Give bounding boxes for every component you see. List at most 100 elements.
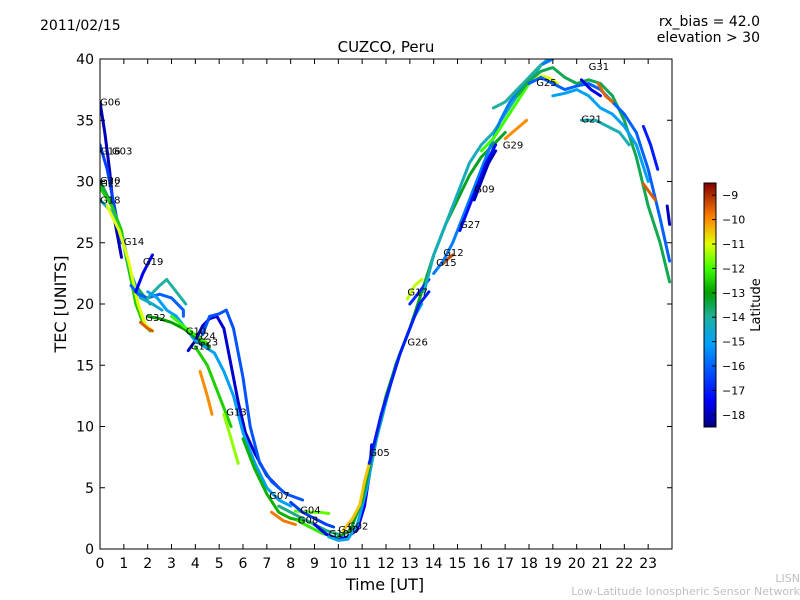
tec-track xyxy=(139,320,154,333)
tec-track xyxy=(579,78,602,98)
tec-track xyxy=(641,182,657,202)
prn-label: G25 xyxy=(536,78,556,89)
tec-track xyxy=(441,253,455,266)
x-tick-label: 4 xyxy=(191,556,200,572)
y-tick-label: 40 xyxy=(76,52,94,68)
prn-label: G29 xyxy=(503,140,523,151)
x-tick-label: 13 xyxy=(401,556,419,572)
tec-track xyxy=(579,118,631,147)
prn-label: G13 xyxy=(226,408,246,419)
x-tick-label: 17 xyxy=(496,556,514,572)
tec-track xyxy=(665,204,672,226)
x-tick-label: 14 xyxy=(425,556,443,572)
colorbar-tick-label: −17 xyxy=(722,384,745,397)
colorbar-tick-label: −16 xyxy=(722,360,745,373)
tec-track xyxy=(405,278,424,301)
x-tick-label: 11 xyxy=(353,556,371,572)
tec-track xyxy=(596,82,614,104)
x-tick-label: 22 xyxy=(615,556,633,572)
x-tick-label: 12 xyxy=(377,556,395,572)
footer: LISN Low-Latitude Ionospheric Sensor Net… xyxy=(571,572,800,598)
tec-track xyxy=(241,437,305,523)
prn-label: G22 xyxy=(100,178,120,189)
x-tick-label: 7 xyxy=(262,556,271,572)
x-tick-label: 9 xyxy=(310,556,319,572)
tec-track xyxy=(170,314,209,345)
x-tick-label: 23 xyxy=(639,556,657,572)
prn-label: G21 xyxy=(581,115,601,126)
x-tick-label: 19 xyxy=(544,556,562,572)
x-axis-label: Time [UT] xyxy=(345,575,424,594)
prn-label: G05 xyxy=(369,448,389,459)
tec-track xyxy=(198,369,214,416)
prn-label: G18 xyxy=(100,196,120,207)
tec-track xyxy=(270,510,297,526)
date-label: 2011/02/15 xyxy=(40,18,121,34)
x-tick-label: 16 xyxy=(472,556,490,572)
tec-track xyxy=(201,308,305,502)
colorbar-ticks: −9 −10 −11 −12 −13 −14 −15 −16 −17 −18 xyxy=(712,189,745,422)
prn-label: G16 xyxy=(100,147,120,158)
x-tick-label: 1 xyxy=(119,556,128,572)
tec-track xyxy=(458,143,498,232)
tec-track xyxy=(289,500,336,529)
x-tick-label: 8 xyxy=(286,556,295,572)
tec-track xyxy=(193,339,293,508)
prn-label: G09 xyxy=(474,185,494,196)
colorbar-label: Latitude xyxy=(749,278,764,332)
prn-label: G17 xyxy=(407,287,427,298)
tec-track xyxy=(146,278,188,306)
tec-track xyxy=(641,124,660,171)
prn-label: G03 xyxy=(112,147,132,158)
prn-label: G14 xyxy=(124,237,144,248)
colorbar-tick-label: −11 xyxy=(722,238,745,251)
prn-label: G06 xyxy=(100,98,120,109)
tec-track xyxy=(551,88,650,183)
prn-label: G07 xyxy=(269,491,289,502)
tec-track xyxy=(222,412,240,465)
prn-label: G24 xyxy=(195,332,215,343)
prn-label: G10 xyxy=(186,327,206,338)
tec-track xyxy=(432,59,555,275)
tec-track xyxy=(100,100,123,259)
y-tick-label: 5 xyxy=(85,481,94,497)
tec-track xyxy=(367,290,431,465)
prn-label: G10 xyxy=(329,529,349,540)
colorbar-tick-label: −18 xyxy=(722,409,745,422)
meta-info: rx_bias = 42.0 elevation > 30 xyxy=(657,14,760,46)
y-tick-label: 35 xyxy=(76,113,94,129)
prn-label: G15 xyxy=(436,258,456,269)
x-tick-label: 5 xyxy=(215,556,224,572)
y-axis-label: TEC [UNITS] xyxy=(51,256,70,354)
prn-label: G20 xyxy=(100,176,120,187)
chart-title: CUZCO, Peru xyxy=(337,38,435,56)
colorbar-tick-label: −13 xyxy=(722,287,745,300)
tec-track xyxy=(336,131,507,539)
prn-label: G27 xyxy=(460,220,480,231)
prn-label: G30 xyxy=(338,525,358,536)
colorbar-tick-label: −10 xyxy=(722,214,745,227)
data-tracks xyxy=(100,59,672,542)
prn-label: G32 xyxy=(145,313,165,324)
tec-track xyxy=(491,63,543,110)
prn-label: G08 xyxy=(298,515,318,526)
tec-track xyxy=(277,504,340,536)
x-tick-label: 3 xyxy=(167,556,176,572)
prn-label: G11 xyxy=(191,341,211,352)
prn-label: G04 xyxy=(300,506,320,517)
tec-track xyxy=(341,461,371,533)
colorbar-tick-label: −14 xyxy=(722,311,745,324)
prn-label: G02 xyxy=(348,521,368,532)
y-tick-label: 30 xyxy=(76,175,94,191)
y-tick-label: 25 xyxy=(76,236,94,252)
colorbar-tick-label: −9 xyxy=(722,189,738,202)
y-tick-label: 10 xyxy=(76,420,94,436)
prn-label: G31 xyxy=(589,62,609,73)
x-tick-label: 0 xyxy=(96,556,105,572)
x-tick-label: 21 xyxy=(592,556,610,572)
y-tick-label: 0 xyxy=(85,542,94,558)
x-tick-label: 15 xyxy=(449,556,467,572)
rx-bias-label: rx_bias = 42.0 xyxy=(658,14,760,30)
x-tick-label: 10 xyxy=(329,556,347,572)
